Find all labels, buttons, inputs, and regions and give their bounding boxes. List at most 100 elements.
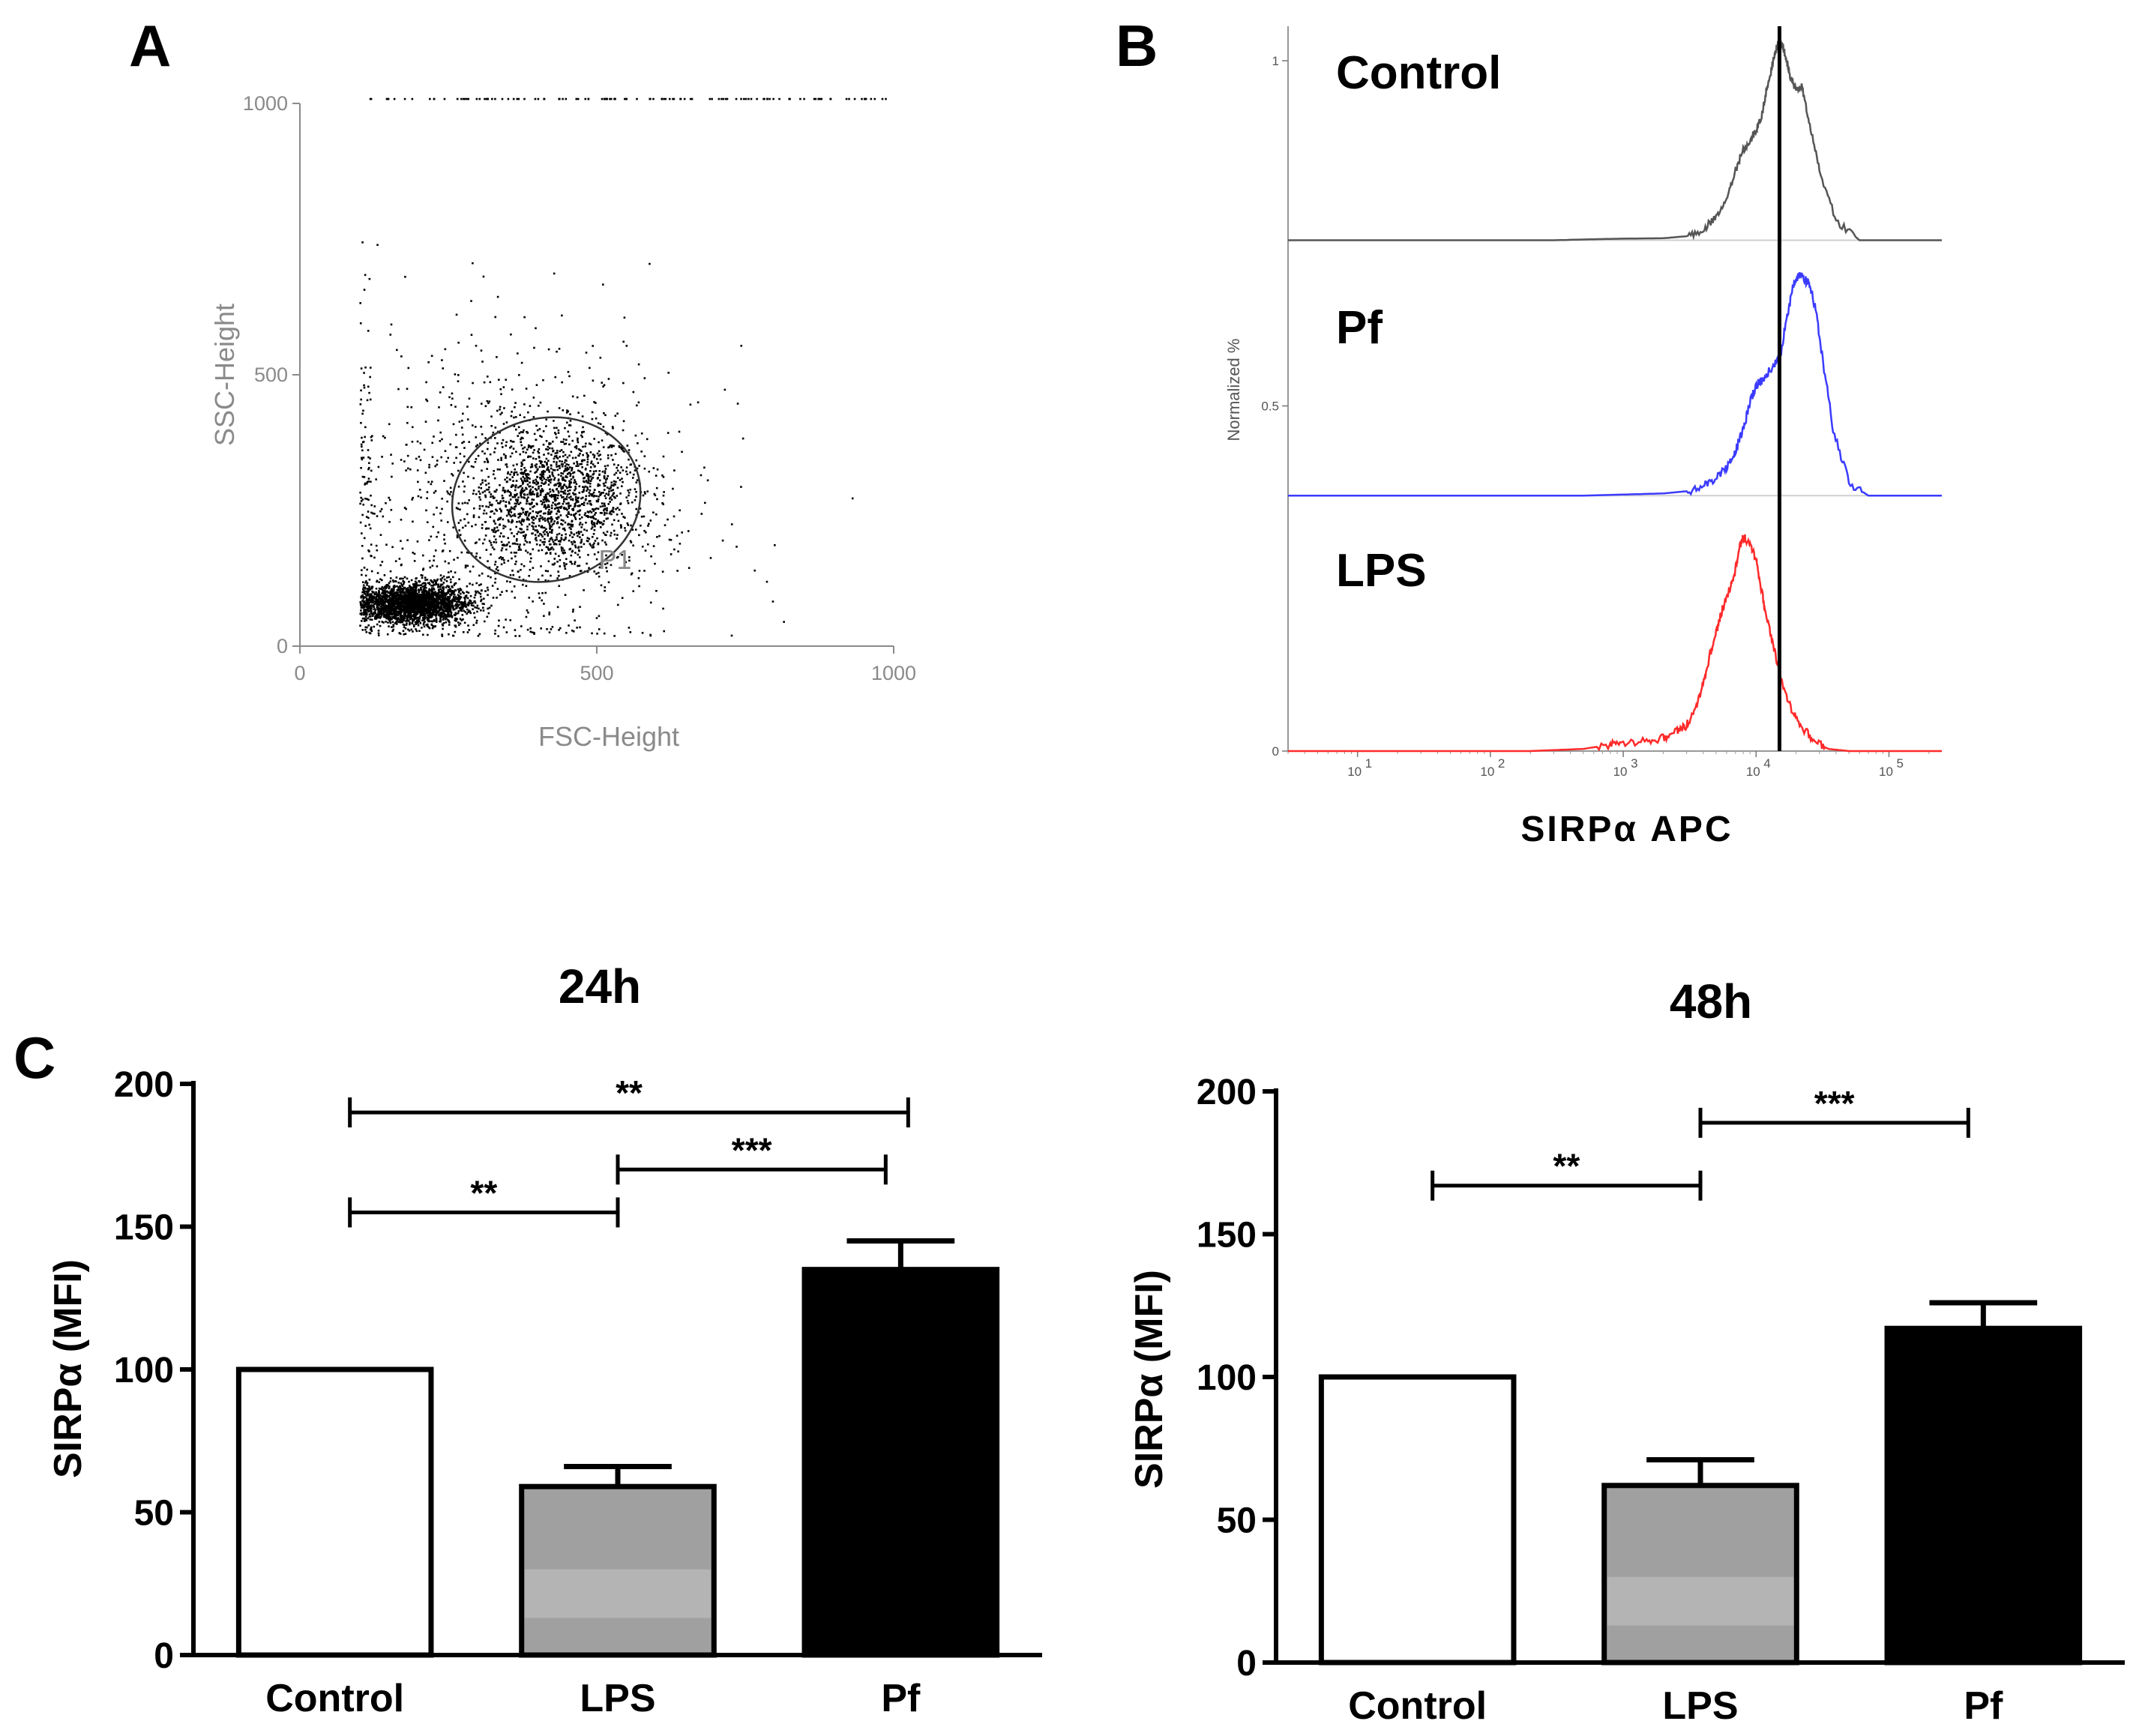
scatter-point xyxy=(460,592,462,595)
scatter-point xyxy=(448,576,450,579)
scatter-point xyxy=(569,413,571,415)
scatter-point xyxy=(447,600,449,603)
scatter-point xyxy=(478,516,481,519)
scatter-point xyxy=(508,541,511,543)
scatter-point xyxy=(552,548,555,551)
scatter-point xyxy=(443,534,445,536)
scatter-point xyxy=(598,575,601,578)
scatter-point xyxy=(565,632,568,634)
scatter-point xyxy=(511,557,513,560)
scatter-point xyxy=(387,584,390,587)
scatter-point xyxy=(557,429,560,432)
scatter-point xyxy=(593,570,596,573)
scatter-point xyxy=(415,612,418,615)
scatter-point xyxy=(411,498,414,501)
scatter-point xyxy=(397,610,400,613)
scatter-point xyxy=(463,471,465,474)
scatter-point xyxy=(559,565,562,567)
scatter-point xyxy=(663,491,665,493)
scatter-point xyxy=(549,495,551,497)
scatter-point xyxy=(621,477,623,480)
scatter-point xyxy=(412,594,415,597)
scatter-point xyxy=(564,459,567,462)
scatter-point xyxy=(483,620,486,623)
scatter-point xyxy=(457,594,460,597)
scatter-point xyxy=(517,352,519,355)
scatter-point xyxy=(430,609,433,612)
scatter-point xyxy=(488,566,491,569)
scatter-point xyxy=(367,607,370,610)
scatter-point xyxy=(363,476,366,478)
scatter-point xyxy=(478,591,481,594)
scatter-point xyxy=(563,461,566,464)
scatter-point xyxy=(468,397,471,400)
scatter-point xyxy=(572,507,575,510)
scatter-point xyxy=(577,553,580,556)
scatter-point xyxy=(592,345,595,347)
scatter-point xyxy=(522,447,524,450)
scatter-point xyxy=(370,511,373,514)
scatter-point xyxy=(480,349,483,352)
scatter-point xyxy=(536,493,538,496)
scatter-point xyxy=(565,463,568,465)
scatter-point xyxy=(632,544,634,547)
scatter-point xyxy=(385,616,388,619)
scatter-point xyxy=(399,586,402,589)
scatter-point xyxy=(418,579,421,582)
scatter-point xyxy=(377,616,379,619)
scatter-point xyxy=(612,507,615,510)
scatter-point xyxy=(545,457,548,460)
scatter-point xyxy=(473,616,476,619)
scatter-point xyxy=(586,463,589,466)
scatter-point xyxy=(364,604,367,607)
scatter-point xyxy=(502,438,505,441)
scatter-point xyxy=(579,470,581,473)
scatter-point xyxy=(610,489,613,492)
scatter-point xyxy=(621,513,623,515)
scatter-point xyxy=(458,589,460,592)
scatter-point xyxy=(463,597,466,599)
scatter-point xyxy=(501,558,503,561)
scatter-point xyxy=(436,535,438,538)
scatter-point xyxy=(396,605,399,608)
scatter-point xyxy=(544,512,547,515)
scatter-point xyxy=(442,615,444,618)
scatter-point xyxy=(421,609,424,612)
scatter-point xyxy=(484,590,487,592)
scatter-point xyxy=(424,576,427,579)
scatter-point xyxy=(643,377,646,379)
scatter-point xyxy=(620,525,622,528)
scatter-point xyxy=(430,535,433,538)
scatter-point xyxy=(593,456,595,459)
scatter-point xyxy=(622,429,625,432)
scatter-point xyxy=(424,585,426,588)
scatter-point xyxy=(363,600,366,603)
scatter-point xyxy=(523,564,526,567)
scatter-point xyxy=(523,459,526,462)
scatter-point xyxy=(589,482,592,485)
scatter-point xyxy=(541,470,544,473)
scatter-point xyxy=(442,589,445,592)
scatter-point xyxy=(492,531,495,533)
scatter-point xyxy=(469,599,471,602)
scatter-point xyxy=(564,453,567,456)
scatter-point xyxy=(593,522,595,524)
scatter-point xyxy=(607,503,610,505)
scatter-point xyxy=(362,596,365,598)
scatter-point xyxy=(479,592,482,595)
scatter-point xyxy=(574,552,577,554)
scatter-point xyxy=(554,539,556,542)
scatter-point xyxy=(505,548,508,551)
scatter-point xyxy=(394,585,397,588)
scatter-point xyxy=(504,478,506,481)
scatter-point xyxy=(529,561,532,563)
scatter-point xyxy=(417,597,420,600)
scatter-point xyxy=(397,597,400,600)
scatter-point xyxy=(397,617,400,620)
scatter-point xyxy=(583,589,585,591)
scatter-point xyxy=(589,489,592,492)
scatter-point xyxy=(512,441,515,443)
scatter-point xyxy=(379,624,382,627)
scatter-point xyxy=(610,513,613,516)
scatter-point xyxy=(556,465,558,468)
